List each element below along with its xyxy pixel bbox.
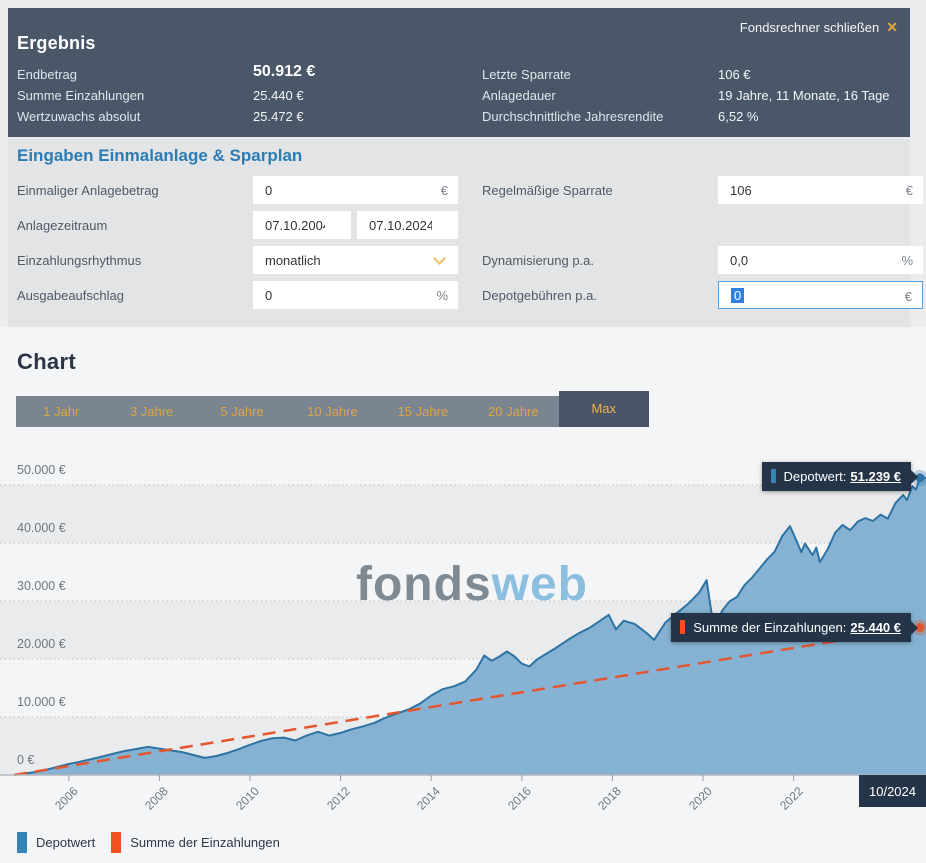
y-axis-label: 50.000 € — [17, 463, 66, 477]
anlagebetrag-box: € — [253, 176, 458, 204]
tab-1-jahr[interactable]: 1 Jahr — [43, 404, 80, 419]
result-value: 25.472 € — [253, 109, 304, 124]
legend-label: Depotwert — [36, 835, 96, 850]
result-title: Ergebnis — [17, 33, 96, 53]
depotwert-tooltip-label: Depotwert: — [783, 469, 847, 484]
x-axis-end-label: 10/2024 — [859, 775, 926, 807]
result-row: Endbetrag 50.912 € Letzte Sparrate 106 € — [8, 63, 910, 85]
einzahlungen-tooltip-label: Summe der Einzahlungen: — [693, 620, 847, 635]
close-icon: ✕ — [886, 19, 898, 35]
rhythmus-select[interactable]: monatlich — [253, 246, 458, 274]
einzahlungen-marker-icon — [680, 620, 686, 634]
result-value: 19 Jahre, 11 Monate, 16 Tage — [718, 88, 890, 103]
chart-section: Chart 1 Jahr 3 Jahre 5 Jahre 10 Jahre 15 Jah… — [0, 327, 926, 863]
depotwert-marker-icon — [770, 469, 776, 483]
sparrate-label: Regelmäßige Sparrate — [482, 183, 613, 198]
tab-15-jahre[interactable]: 15 Jahre — [397, 404, 449, 419]
depotwert-tooltip-value: 51.239 € — [850, 469, 901, 484]
legend-swatch-icon — [17, 832, 27, 853]
date-from-input[interactable] — [253, 211, 351, 239]
y-axis-label: 30.000 € — [17, 579, 66, 593]
y-axis-label: 40.000 € — [17, 521, 66, 535]
rhythmus-selected-value: monatlich — [265, 253, 321, 268]
legend-swatch-icon — [111, 832, 122, 853]
sparrate-box: € — [718, 176, 923, 204]
result-panel: Fondsrechner schließen ✕ Ergebnis Endbetr… — [8, 8, 910, 137]
anlagebetrag-label: Einmaliger Anlagebetrag — [17, 183, 159, 198]
chart-period-tabs: 1 Jahr 3 Jahre 5 Jahre 10 Jahre 15 Jahre 20 J… — [16, 391, 649, 427]
anlagezeitraum-label: Anlagezeitraum — [17, 218, 108, 233]
y-axis-label: 0 € — [17, 753, 35, 767]
date-to-input[interactable] — [357, 211, 458, 239]
sparrate-input[interactable] — [718, 176, 923, 204]
ausgabeaufschlag-label: Ausgabeaufschlag — [17, 288, 124, 303]
date-from-box — [253, 211, 351, 239]
chevron-down-icon — [433, 252, 446, 265]
tab-20-jahre[interactable]: 20 Jahre — [488, 404, 539, 419]
input-panel: Eingaben Einmalanlage & Sparplan Einmali… — [8, 139, 923, 327]
close-label: Fondsrechner schließen — [739, 20, 880, 35]
dynamisierung-label: Dynamisierung p.a. — [482, 253, 594, 268]
legend-item-depotwert[interactable]: Depotwert — [17, 832, 95, 853]
depotwert-tooltip: Depotwert: 51.239 € — [761, 462, 919, 491]
close-fondsrechner-button[interactable]: Fondsrechner schließen ✕ — [740, 19, 898, 36]
result-value: 6,52 % — [718, 109, 759, 124]
tab-3-jahre[interactable]: 3 Jahre — [129, 404, 174, 419]
tab-10-jahre[interactable]: 10 Jahre — [307, 404, 358, 419]
ausgabeaufschlag-input[interactable] — [253, 281, 458, 309]
tab-max[interactable]: Max — [558, 391, 649, 427]
legend-item-summe-der-einzahlungen[interactable]: Summe der Einzahlungen — [111, 832, 280, 853]
depotgebuehren-label: Depotgebühren p.a. — [482, 288, 597, 303]
anlagebetrag-input[interactable] — [253, 176, 458, 204]
depotgebuehren-selected-text: 0 — [731, 288, 745, 303]
chart-title: Chart — [17, 349, 76, 374]
einzahlungen-tooltip-value: 25.440 € — [850, 620, 901, 635]
rhythmus-label: Einzahlungsrhythmus — [17, 253, 142, 268]
result-value: 25.440 € — [253, 88, 304, 103]
y-axis-label: 10.000 € — [17, 695, 66, 709]
dynamisierung-box: % — [718, 246, 923, 274]
result-label: Endbetrag — [17, 67, 77, 82]
date-to-box — [357, 211, 458, 239]
legend-label: Summe der Einzahlungen — [130, 835, 280, 850]
result-label: Anlagedauer — [482, 88, 556, 103]
ausgabeaufschlag-box: % — [253, 281, 458, 309]
result-row: Summe Einzahlungen 25.440 € Anlagedauer 19 … — [8, 86, 910, 106]
result-label: Wertzuwachs absolut — [17, 109, 141, 124]
chart-legend: Depotwert Summe der Einzahlungen — [17, 832, 296, 853]
tab-5-jahre[interactable]: 5 Jahre — [220, 404, 264, 419]
depotgebuehren-input[interactable]: 0 € — [718, 281, 923, 309]
result-label: Summe Einzahlungen — [17, 88, 145, 103]
chart-plot[interactable] — [0, 448, 926, 790]
dynamisierung-input[interactable] — [718, 246, 923, 274]
depotgebuehren-suffix: € — [904, 289, 912, 304]
y-axis-label: 20.000 € — [17, 637, 66, 651]
input-section-title: Eingaben Einmalanlage & Sparplan — [17, 146, 303, 165]
result-value: 50.912 € — [253, 63, 316, 80]
einzahlungen-tooltip: Summe der Einzahlungen: 25.440 € — [671, 613, 918, 642]
result-label: Durchschnittliche Jahresrendite — [482, 109, 664, 124]
result-row: Wertzuwachs absolut 25.472 € Durchschnittl… — [8, 107, 910, 127]
result-value: 106 € — [718, 67, 751, 82]
result-label: Letzte Sparrate — [482, 67, 571, 82]
